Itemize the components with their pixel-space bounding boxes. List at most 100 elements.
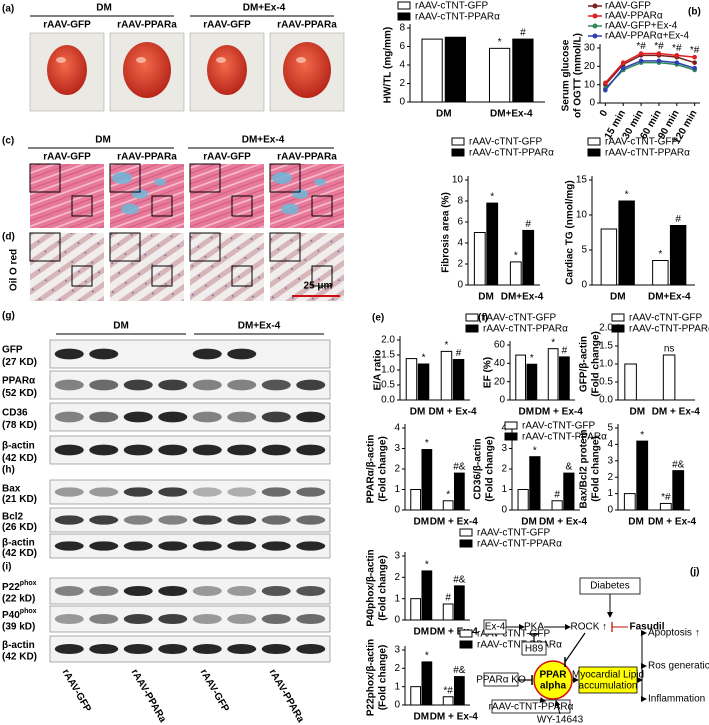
- bar: [488, 47, 511, 103]
- data-point: [638, 58, 644, 64]
- legend-swatch: [611, 324, 625, 333]
- blot-band: [123, 411, 153, 423]
- bar: [662, 354, 676, 401]
- blot-size-label: (42 KD): [2, 453, 37, 464]
- y-axis-label: of OGTT (mmol/L): [573, 33, 584, 118]
- blot-band: [192, 585, 222, 597]
- blot-row-label: Bcl2: [2, 511, 24, 522]
- x-tick-label: DM + Ex-4: [539, 517, 588, 528]
- legend-label: rAAV-cTNT-GFP: [629, 313, 702, 324]
- blot-band: [261, 411, 291, 423]
- blot-band: [89, 348, 119, 360]
- bar: [410, 598, 422, 621]
- node-label: ROCK: [571, 622, 600, 633]
- blot-band: [296, 411, 326, 423]
- blot-size-label: (52 KD): [2, 388, 37, 399]
- legend-swatch: [587, 137, 601, 146]
- node-label: Ex-4: [485, 622, 506, 633]
- blot-band: [227, 613, 257, 625]
- bar: [444, 36, 467, 103]
- bar: [547, 348, 559, 401]
- x-tick-label: DM: [413, 517, 429, 528]
- blot-size-label: (78 KD): [2, 420, 37, 431]
- bar: [636, 440, 649, 511]
- y-tick-label: 3: [394, 551, 400, 562]
- inset: [109, 163, 141, 193]
- legend-swatch: [459, 640, 473, 649]
- y-tick-label: 6: [457, 217, 463, 228]
- legend-label: rAAV-cTNT-PPARα: [483, 324, 568, 335]
- bar: [473, 232, 486, 286]
- y-tick-label: 2.0: [599, 323, 613, 334]
- blot-band: [123, 643, 153, 655]
- panel-label: (e): [372, 313, 384, 324]
- x-tick-label: DM: [413, 712, 429, 723]
- significance-label: *#: [443, 685, 453, 696]
- y-axis-label: CD36/β-actin: [473, 438, 484, 499]
- blot-band: [54, 541, 84, 551]
- data-point: [656, 58, 662, 64]
- fibrosis-stain: [272, 172, 292, 184]
- data-point: [692, 54, 697, 60]
- outcome-label: Apoptosis: [648, 628, 692, 639]
- y-tick-label: 5: [607, 423, 613, 434]
- legend-label: rAAV-cTNT-GFP: [415, 1, 488, 12]
- legend-swatch: [397, 12, 411, 21]
- y-tick-label: 2.0: [381, 335, 395, 346]
- significance-label: *#: [690, 45, 700, 56]
- blot-band: [296, 643, 326, 655]
- bar: [512, 38, 534, 103]
- blot-band: [227, 585, 257, 597]
- node-label: accumulation: [579, 681, 638, 692]
- bar: [442, 500, 454, 511]
- data-point: [656, 51, 662, 56]
- x-tick-label: DM + Ex-4: [430, 627, 479, 638]
- y-tick-label: 1.5: [599, 341, 613, 352]
- y-tick-label: 2: [501, 464, 507, 475]
- y-axis-label: (Fold change): [591, 331, 602, 397]
- blot-band: [54, 643, 84, 655]
- data-point: [638, 51, 644, 56]
- bar: [659, 502, 672, 511]
- y-tick-label: 2: [394, 464, 400, 475]
- blot-band: [158, 515, 188, 525]
- x-tick-label: DM: [521, 517, 537, 528]
- blot-size-label: (27 KD): [2, 357, 37, 368]
- blot-band: [227, 643, 257, 655]
- x-tick-label: DM + Ex-4: [428, 407, 477, 418]
- bar: [672, 470, 685, 511]
- bar: [517, 489, 529, 511]
- x-tick-label: DM: [629, 407, 645, 418]
- heart-highlight: [136, 57, 146, 63]
- zoom-box: [151, 195, 173, 217]
- protein-name: P22: [2, 582, 20, 593]
- column-label: rAAV-PPARa: [277, 20, 337, 31]
- significance-label: ns: [664, 344, 675, 355]
- x-tick-label: DM: [478, 292, 494, 303]
- group-label: DM+Ex-4: [242, 135, 285, 146]
- panel-label: (c): [2, 136, 14, 147]
- column-label: rAAV-GFP: [203, 20, 251, 31]
- protein-superscript: phox: [20, 580, 37, 587]
- y-tick-label: 0.5: [381, 380, 395, 391]
- blot-band: [89, 411, 119, 423]
- heart: [47, 45, 87, 95]
- bar: [558, 356, 570, 401]
- zoom-box: [231, 195, 253, 217]
- y-axis-label: E/A ratio: [373, 350, 384, 391]
- x-tick-label: DM + Ex-4: [535, 407, 584, 418]
- group-label: DM: [95, 135, 111, 146]
- blot-band: [192, 379, 222, 391]
- y-tick-label: 4: [399, 60, 405, 71]
- blot-band: [192, 411, 222, 423]
- y-tick-label: 10: [584, 79, 596, 90]
- significance-label: #: [562, 346, 568, 357]
- legend-dot: [592, 33, 598, 39]
- blot-band: [89, 613, 119, 625]
- blot-band: [123, 379, 153, 391]
- y-tick-label: 60: [494, 340, 506, 351]
- blot-band: [227, 411, 257, 423]
- zoom-box: [71, 265, 93, 287]
- protein-name: Bcl2: [2, 511, 24, 522]
- y-tick-label: 0: [399, 97, 405, 108]
